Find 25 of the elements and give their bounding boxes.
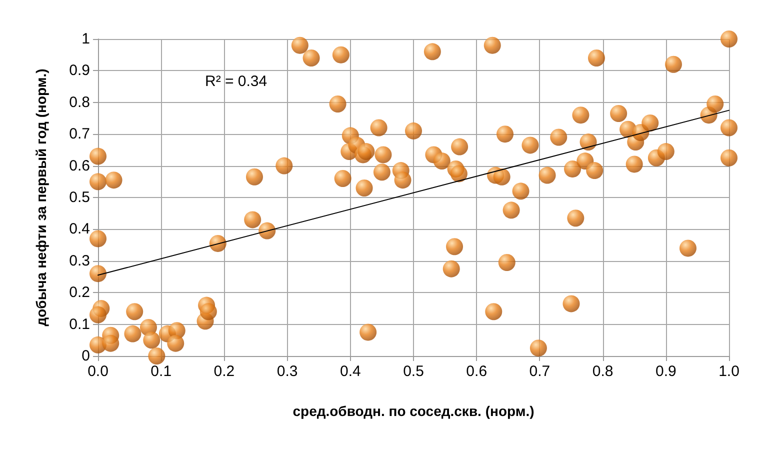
x-tick-label: 0.4 (340, 363, 361, 380)
y-tick-label: 0.2 (69, 284, 90, 302)
annotation: R² = 0.34 (205, 73, 268, 90)
x-tick-label: 0.0 (88, 363, 108, 380)
y-tick-label: 0.5 (69, 189, 90, 206)
y-tick-label: 0.4 (69, 220, 90, 238)
x-tick-label: 0.7 (529, 363, 550, 380)
x-axis-title: сред.обводн. по сосед.скв. (норм.) (292, 403, 534, 419)
x-tick-label: 0.1 (150, 363, 172, 380)
x-tick-label: 0.5 (403, 363, 424, 380)
y-tick-label: 0.8 (69, 94, 90, 111)
x-tick-label: 0.2 (214, 363, 235, 380)
y-tick-label: 0.1 (69, 316, 90, 333)
x-tick-label: 0.9 (655, 363, 676, 380)
x-tick-label: 0.3 (276, 363, 298, 380)
x-tick-label: 0.6 (466, 363, 488, 380)
y-tick-label: 0.6 (69, 157, 90, 174)
y-tick-label: 1 (82, 30, 90, 48)
x-tick-label: 1.0 (718, 363, 740, 380)
x-tick-label: 0.8 (592, 363, 614, 380)
y-tick-label: 0.7 (69, 126, 90, 143)
y-tick-label: 0.9 (69, 62, 90, 80)
y-tick-label: 0.3 (69, 252, 90, 270)
y-tick-label: 0 (82, 348, 90, 364)
y-axis-title: добыча нефти за первый год (норм.) (33, 68, 49, 326)
